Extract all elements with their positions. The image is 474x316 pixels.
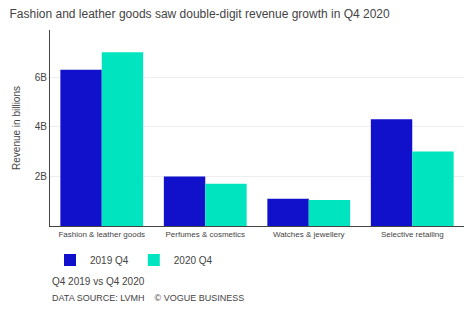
svg-text:6B: 6B [35, 72, 48, 83]
svg-text:Q4 2019 vs Q4 2020: Q4 2019 vs Q4 2020 [52, 276, 145, 287]
svg-text:4B: 4B [35, 121, 48, 132]
svg-text:Fashion and leather goods saw: Fashion and leather goods saw double-dig… [9, 7, 390, 21]
svg-text:Perfumes & cosmetics: Perfumes & cosmetics [165, 230, 245, 239]
svg-text:Revenue in billions: Revenue in billions [11, 86, 22, 170]
svg-text:Watches & jewellery: Watches & jewellery [273, 230, 345, 239]
svg-text:2020 Q4: 2020 Q4 [174, 255, 213, 266]
svg-text:DATA SOURCE: LVMH © VOGUE B: DATA SOURCE: LVMH © VOGUE BUSINESS [52, 293, 244, 303]
svg-text:2019 Q4: 2019 Q4 [90, 255, 129, 266]
svg-text:Selective retailing: Selective retailing [381, 230, 444, 239]
svg-text:Fashion & leather goods: Fashion & leather goods [58, 230, 145, 239]
svg-text:2B: 2B [35, 171, 48, 182]
